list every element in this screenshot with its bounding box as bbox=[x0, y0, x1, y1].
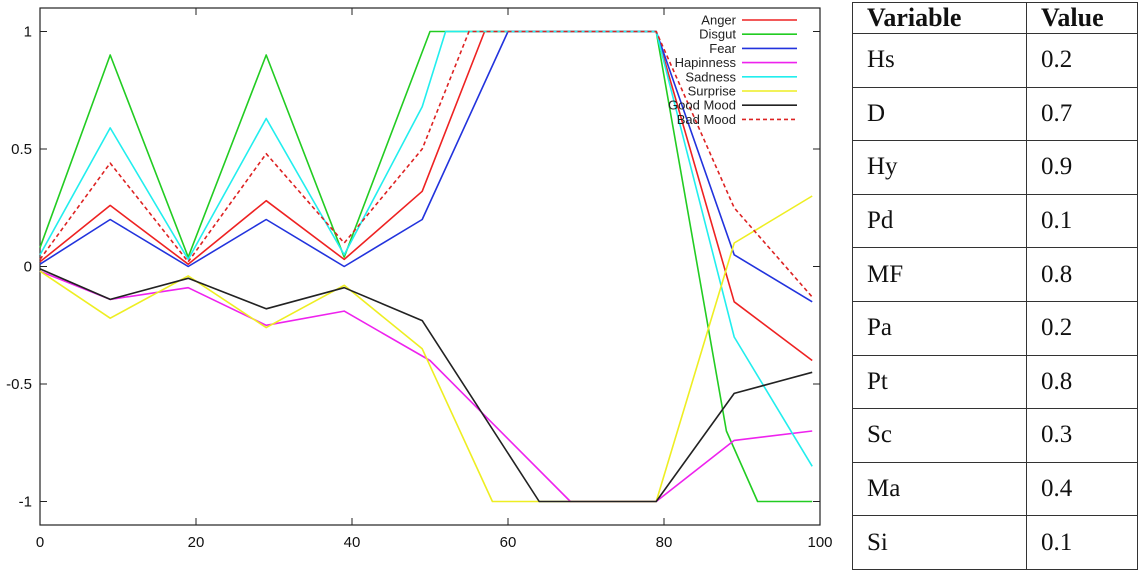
variable-cell: Ma bbox=[852, 461, 1027, 517]
variable-cell: Pd bbox=[852, 193, 1027, 249]
value-cell: 0.2 bbox=[1026, 300, 1138, 356]
table-row: Hy 0.9 bbox=[852, 140, 1138, 195]
value-cell: 0.4 bbox=[1026, 461, 1138, 517]
series-line-anger bbox=[39, 30, 813, 362]
variable-table-container: Variable Value Hs 0.2 D 0.7 Hy 0.9 Pd 0.… bbox=[852, 2, 1138, 570]
x-tick-label: 100 bbox=[807, 534, 832, 551]
variable-cell: Pt bbox=[852, 354, 1027, 410]
table-row: Ma 0.4 bbox=[852, 461, 1138, 517]
table-row: D 0.7 bbox=[852, 86, 1138, 142]
legend-label-surprise: Surprise bbox=[688, 84, 736, 99]
table-row: Pd 0.1 bbox=[852, 193, 1138, 249]
legend-label-sadness: Sadness bbox=[685, 69, 736, 84]
table-header-row: Variable Value bbox=[852, 2, 1138, 34]
legend-label-good-mood: Good Mood bbox=[668, 98, 736, 113]
variable-cell: Hy bbox=[852, 140, 1027, 195]
value-cell: 0.1 bbox=[1026, 515, 1138, 570]
value-cell: 0.2 bbox=[1026, 33, 1138, 88]
variable-cell: D bbox=[852, 86, 1027, 142]
x-tick-label: 60 bbox=[500, 534, 517, 551]
chart-canvas: 0 20 40 60 80 100 1 0.5 0 -0.5 -1 AngerDisgutFearH… bbox=[6, 7, 833, 551]
variable-cell: Pa bbox=[852, 300, 1027, 356]
table-row: Hs 0.2 bbox=[852, 33, 1138, 88]
variable-cell: Sc bbox=[852, 408, 1027, 463]
variable-cell: MF bbox=[852, 247, 1027, 302]
variable-cell: Hs bbox=[852, 33, 1027, 88]
value-cell: 0.9 bbox=[1026, 140, 1138, 195]
value-cell: 0.7 bbox=[1026, 86, 1138, 142]
series-line-hapinness bbox=[39, 270, 813, 503]
header-value: Value bbox=[1026, 2, 1138, 34]
y-tick-label: 1 bbox=[24, 24, 32, 41]
y-tick-label: 0 bbox=[24, 259, 32, 276]
header-variable: Variable bbox=[852, 2, 1027, 34]
x-tick-label: 40 bbox=[344, 534, 361, 551]
y-tick-label: 0.5 bbox=[11, 141, 32, 158]
x-tick-label: 0 bbox=[36, 534, 44, 551]
legend-label-hapinness: Hapinness bbox=[675, 55, 737, 70]
series-line-good-mood bbox=[39, 268, 813, 503]
table-row: Sc 0.3 bbox=[852, 408, 1138, 463]
value-cell: 0.8 bbox=[1026, 247, 1138, 302]
legend-label-bad-mood: Bad Mood bbox=[677, 112, 736, 127]
table-row: Si 0.1 bbox=[852, 515, 1138, 570]
value-cell: 0.1 bbox=[1026, 193, 1138, 249]
legend-label-disgut: Disgut bbox=[699, 27, 736, 42]
series-lines bbox=[39, 30, 813, 503]
axis-ticks: 0 20 40 60 80 100 1 0.5 0 -0.5 -1 bbox=[6, 8, 833, 551]
table-row: Pa 0.2 bbox=[852, 300, 1138, 356]
value-cell: 0.3 bbox=[1026, 408, 1138, 463]
series-line-fear bbox=[39, 30, 813, 303]
x-tick-label: 20 bbox=[188, 534, 205, 551]
series-line-disgut bbox=[39, 30, 813, 503]
legend: AngerDisgutFearHapinnessSadnessSurpriseG… bbox=[668, 13, 797, 127]
variable-table: Variable Value Hs 0.2 D 0.7 Hy 0.9 Pd 0.… bbox=[852, 2, 1138, 570]
x-tick-label: 80 bbox=[656, 534, 673, 551]
line-chart: 0 20 40 60 80 100 1 0.5 0 -0.5 -1 Anger Disgut Fear H… bbox=[6, 7, 833, 551]
variable-cell: Si bbox=[852, 515, 1027, 570]
series-line-bad-mood bbox=[39, 30, 813, 298]
legend-label-anger: Anger bbox=[701, 13, 736, 28]
y-tick-label: -0.5 bbox=[6, 376, 32, 393]
y-tick-label: -1 bbox=[19, 494, 32, 511]
value-cell: 0.8 bbox=[1026, 354, 1138, 410]
table-row: Pt 0.8 bbox=[852, 354, 1138, 410]
legend-label-fear: Fear bbox=[709, 41, 736, 56]
series-line-sadness bbox=[39, 30, 813, 467]
table-row: MF 0.8 bbox=[852, 247, 1138, 302]
series-line-surprise bbox=[39, 195, 813, 503]
